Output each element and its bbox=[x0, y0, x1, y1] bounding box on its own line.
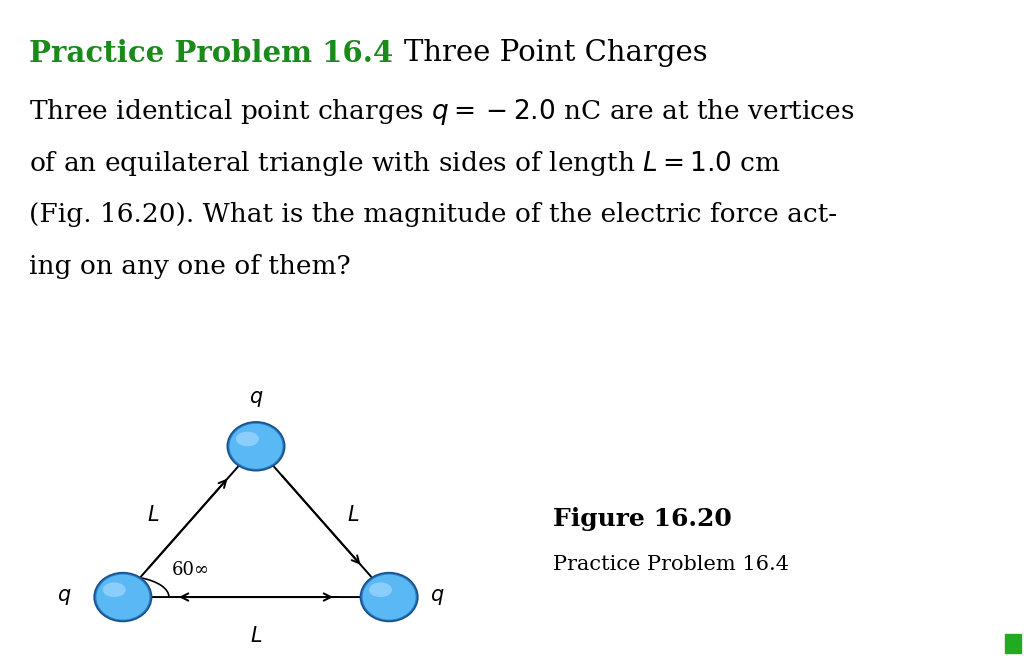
Text: $L$: $L$ bbox=[347, 505, 359, 525]
Text: Practice Problem 16.4: Practice Problem 16.4 bbox=[553, 555, 788, 574]
Text: $q$: $q$ bbox=[430, 587, 444, 607]
Text: $q$: $q$ bbox=[57, 587, 72, 607]
Text: Practice Problem 16.4: Practice Problem 16.4 bbox=[29, 39, 393, 68]
Ellipse shape bbox=[360, 572, 418, 621]
Ellipse shape bbox=[369, 582, 392, 597]
Text: Three identical point charges $q = -2.0$ nC are at the vertices: Three identical point charges $q = -2.0$… bbox=[29, 97, 854, 126]
Text: Figure 16.20: Figure 16.20 bbox=[553, 507, 732, 531]
Ellipse shape bbox=[362, 574, 416, 620]
Bar bbox=[1005, 634, 1021, 653]
Text: $L$: $L$ bbox=[147, 505, 160, 525]
Text: (Fig. 16.20). What is the magnitude of the electric force act-: (Fig. 16.20). What is the magnitude of t… bbox=[29, 202, 837, 227]
Ellipse shape bbox=[94, 572, 152, 621]
Text: Three Point Charges: Three Point Charges bbox=[404, 39, 709, 67]
Text: 60∞: 60∞ bbox=[172, 561, 210, 579]
Text: $q$: $q$ bbox=[249, 389, 263, 409]
Text: $L$: $L$ bbox=[250, 626, 262, 645]
Ellipse shape bbox=[96, 574, 150, 620]
Ellipse shape bbox=[102, 582, 126, 597]
Text: of an equilateral triangle with sides of length $L = 1.0$ cm: of an equilateral triangle with sides of… bbox=[29, 149, 780, 178]
Ellipse shape bbox=[229, 424, 283, 469]
Ellipse shape bbox=[227, 422, 285, 470]
Text: ing on any one of them?: ing on any one of them? bbox=[29, 255, 350, 280]
Ellipse shape bbox=[236, 432, 259, 446]
